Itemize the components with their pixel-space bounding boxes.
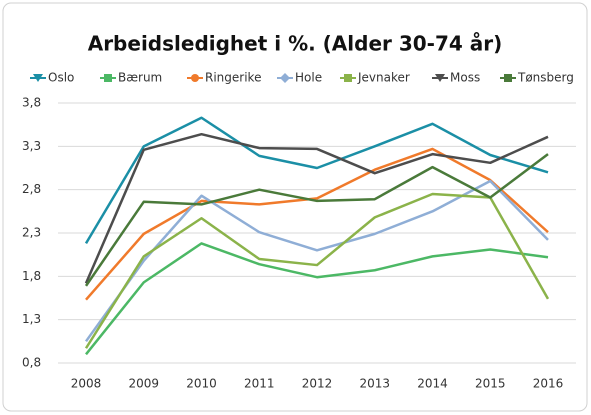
y-tick-label: 1,8	[22, 269, 41, 283]
x-tick-label: 2014	[417, 377, 448, 391]
y-tick-label: 3,3	[22, 139, 41, 153]
series-line	[84, 192, 550, 349]
chart-title: Arbeidsledighet i %. (Alder 30-74 år)	[88, 32, 503, 56]
series-line	[84, 153, 549, 287]
y-tick-label: 2,3	[22, 226, 41, 240]
x-tick-label: 2012	[302, 377, 333, 391]
series-line	[84, 132, 549, 284]
legend-label: Hole	[295, 71, 322, 85]
legend-label: Oslo	[48, 71, 74, 85]
series-line	[85, 242, 549, 356]
legend-label: Jevnaker	[357, 71, 410, 85]
legend-label: Ringerike	[205, 71, 261, 85]
series-line	[84, 179, 549, 343]
y-tick-label: 2,8	[22, 182, 41, 196]
x-tick-label: 2008	[71, 377, 102, 391]
y-tick-label: 0,8	[22, 356, 41, 370]
x-tick-label: 2009	[128, 377, 159, 391]
y-tick-label: 1,3	[22, 312, 41, 326]
legend-label: Tønsberg	[517, 71, 574, 85]
x-tick-label: 2013	[359, 377, 390, 391]
x-tick-label: 2016	[533, 377, 564, 391]
y-tick-label: 3,8	[22, 96, 41, 110]
series-line	[84, 116, 549, 245]
x-tick-label: 2011	[244, 377, 275, 391]
frame	[2, 2, 588, 412]
legend-label: Bærum	[118, 71, 162, 85]
legend-label: Moss	[450, 71, 480, 85]
x-tick-label: 2015	[475, 377, 506, 391]
series-line	[85, 147, 549, 301]
x-tick-label: 2010	[186, 377, 217, 391]
